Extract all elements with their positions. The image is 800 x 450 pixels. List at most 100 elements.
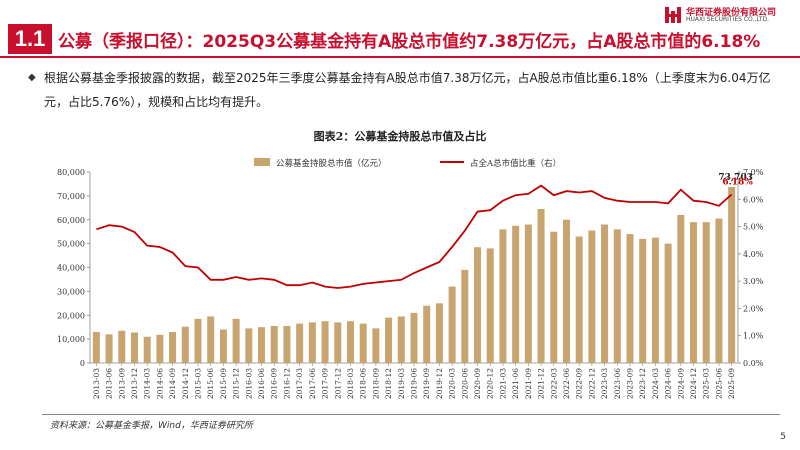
bar — [397, 316, 405, 363]
x-tick-label: 2025-06 — [714, 368, 723, 399]
bar — [169, 331, 177, 363]
bar — [156, 334, 164, 363]
bar — [562, 219, 570, 363]
bar — [219, 329, 227, 363]
y-tick-label-right: 5.0% — [743, 223, 764, 232]
x-tick-label: 2019-09 — [422, 368, 431, 399]
bar — [423, 305, 431, 363]
x-tick-label: 2018-12 — [384, 368, 393, 399]
x-tick-label: 2014-09 — [168, 368, 177, 399]
bar — [474, 247, 482, 363]
bar — [143, 336, 151, 363]
bar — [550, 231, 558, 363]
bar — [92, 331, 100, 363]
x-tick-label: 2013-03 — [92, 368, 101, 399]
bar — [346, 321, 354, 363]
company-logo: 华西证券股份有限公司 HUAXI SECURITIES CO.,LTD. — [664, 4, 792, 26]
summary-text: 根据公募基金季报披露的数据，截至2025年三季度公募基金持有A股总市值7.38万… — [44, 71, 771, 109]
x-tick-label: 2016-06 — [257, 368, 266, 399]
x-tick-label: 2023-12 — [638, 368, 647, 399]
section-number: 1.1 — [8, 24, 52, 54]
x-tick-label: 2025-09 — [727, 368, 736, 399]
x-tick-label: 2019-06 — [410, 368, 419, 399]
bar — [702, 222, 710, 363]
x-tick-label: 2022-12 — [587, 368, 596, 399]
y-tick-label-left: 40,000 — [57, 264, 85, 273]
x-tick-label: 2016-12 — [282, 368, 291, 399]
figure-title: 图表2：公募基金持股总市值及占比 — [313, 130, 487, 143]
x-tick-label: 2016-03 — [244, 368, 253, 399]
x-tick-label: 2021-09 — [524, 368, 533, 399]
x-tick-label: 2017-09 — [321, 368, 330, 399]
bar — [626, 234, 634, 363]
page-title: 公募（季报口径）：2025Q3公募基金持有A股总市值约7.38万亿元，占A股总市… — [58, 31, 761, 52]
bar — [461, 269, 469, 363]
logo-name-cn: 华西证券股份有限公司 — [686, 8, 777, 18]
y-tick-label-left: 0 — [80, 359, 85, 368]
x-tick-label: 2024-12 — [689, 368, 698, 399]
bar — [385, 317, 393, 363]
x-tick-label: 2022-03 — [549, 368, 558, 399]
y-tick-label-left: 80,000 — [57, 168, 85, 177]
x-tick-label: 2013-12 — [130, 368, 139, 399]
x-tick-label: 2017-12 — [333, 368, 342, 399]
x-tick-label: 2014-06 — [155, 368, 164, 399]
bar — [207, 316, 215, 363]
x-tick-label: 2013-06 — [105, 368, 114, 399]
y-tick-label-right: 4.0% — [743, 250, 764, 259]
y-tick-label-right: 3.0% — [743, 277, 764, 286]
bar — [448, 286, 456, 363]
bar — [194, 318, 202, 363]
legend-bar-swatch — [254, 158, 270, 166]
x-tick-label: 2022-06 — [562, 368, 571, 399]
y-tick-label-right: 6.0% — [743, 195, 764, 204]
bar — [118, 330, 126, 363]
bar — [664, 243, 672, 363]
bar — [677, 214, 685, 363]
bar — [359, 323, 367, 363]
x-tick-label: 2025-03 — [702, 368, 711, 399]
bar — [308, 322, 316, 363]
bar — [105, 334, 113, 363]
header: 1.1 公募（季报口径）：2025Q3公募基金持有A股总市值约7.38万亿元，占… — [0, 0, 800, 58]
chart-area: 0 10,000 20,000 30,000 40,000 50,000 60,000 70,… — [40, 150, 780, 420]
x-tick-label: 2016-09 — [270, 368, 279, 399]
bar — [130, 332, 138, 363]
logo-mark-icon — [665, 7, 681, 23]
bar — [372, 328, 380, 363]
y-tick-label-right: 2.0% — [743, 304, 764, 313]
x-tick-label: 2014-03 — [143, 368, 152, 399]
bar — [270, 325, 278, 363]
source-note: 资料来源：公募基金季报，Wind，华西证券研究所 — [50, 421, 253, 431]
bar — [435, 303, 443, 363]
x-tick-label: 2019-12 — [435, 368, 444, 399]
diamond-bullet-icon: ◆ — [28, 72, 36, 83]
x-tick-label: 2018-06 — [359, 368, 368, 399]
y-tick-label-left: 70,000 — [57, 192, 85, 201]
bar — [575, 236, 583, 363]
bar — [321, 321, 329, 363]
bar-value-label: 73,703 — [718, 173, 752, 183]
bar — [690, 222, 698, 363]
x-tick-label: 2021-12 — [537, 368, 546, 399]
bar — [537, 209, 545, 363]
x-tick-label: 2015-12 — [232, 368, 241, 399]
bar — [258, 327, 266, 363]
y-tick-label-left: 10,000 — [57, 335, 85, 344]
title-divider — [0, 56, 800, 58]
x-tick-label: 2020-03 — [448, 368, 457, 399]
x-tick-label: 2018-03 — [346, 368, 355, 399]
y-tick-label-left: 50,000 — [57, 240, 85, 249]
x-tick-label: 2020-12 — [486, 368, 495, 399]
y-tick-label-left: 60,000 — [57, 216, 85, 225]
y-tick-label-right: 1.0% — [743, 332, 764, 341]
x-tick-label: 2024-09 — [676, 368, 685, 399]
x-tick-label: 2023-06 — [613, 368, 622, 399]
x-tick-label: 2017-06 — [308, 368, 317, 399]
x-tick-label: 2024-06 — [664, 368, 673, 399]
bar — [601, 224, 609, 363]
x-tick-label: 2015-09 — [219, 368, 228, 399]
x-tick-label: 2015-03 — [194, 368, 203, 399]
bar — [588, 230, 596, 363]
bar — [613, 229, 621, 363]
